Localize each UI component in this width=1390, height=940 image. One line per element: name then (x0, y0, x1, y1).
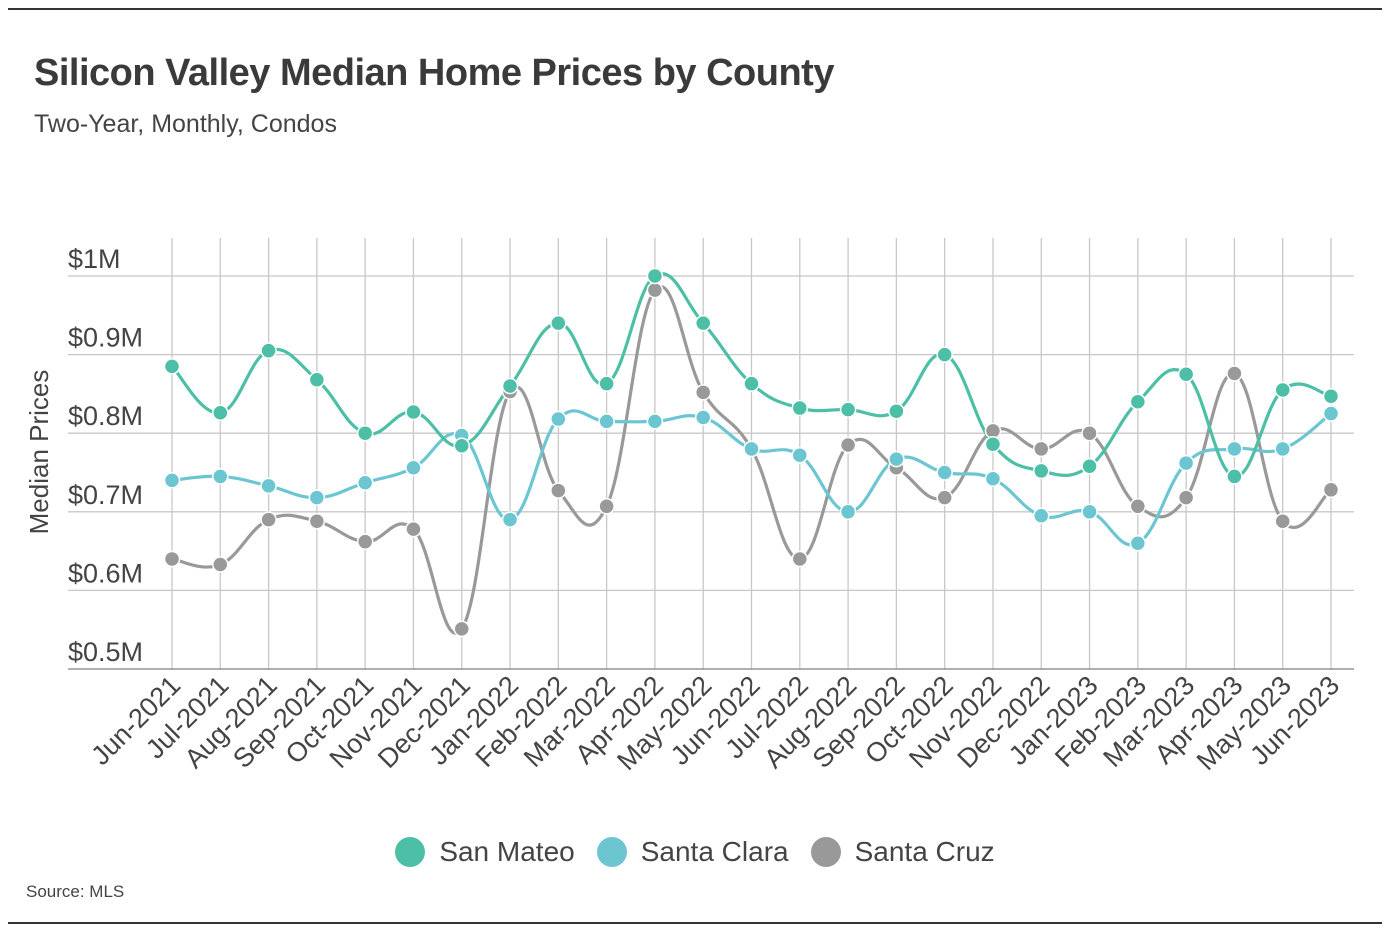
data-point-san-mateo (1322, 388, 1340, 405)
data-point-san-mateo (839, 401, 857, 418)
legend-item-santa-clara[interactable]: Santa Clara (596, 836, 789, 868)
data-point-santa-clara (888, 450, 905, 468)
y-axis-ticks: $0.5M $0.6M $0.7M $0.8M $0.9M $1M (68, 244, 143, 667)
data-point-san-mateo (405, 403, 422, 421)
data-point-santa-clara (598, 413, 615, 430)
data-point-san-mateo (453, 437, 470, 455)
data-point-santa-cruz (646, 281, 664, 299)
data-point-santa-cruz (936, 489, 953, 506)
data-point-santa-clara (936, 464, 953, 481)
top-rule (8, 8, 1382, 10)
y-tick-label: $0.9M (68, 323, 143, 353)
data-point-santa-cruz (308, 512, 326, 530)
data-point-san-mateo (308, 371, 326, 389)
legend-marker-icon (395, 837, 426, 867)
data-point-san-mateo (888, 402, 905, 420)
data-point-santa-cruz (791, 550, 809, 568)
data-point-santa-clara (646, 413, 664, 430)
chart-title: Silicon Valley Median Home Prices by Cou… (34, 52, 834, 94)
legend-item-santa-cruz[interactable]: Santa Cruz (810, 836, 995, 868)
data-point-santa-cruz (1129, 498, 1147, 515)
legend-marker-icon (810, 837, 841, 867)
data-point-santa-cruz (550, 482, 567, 499)
data-point-san-mateo (743, 375, 760, 392)
data-point-santa-clara (356, 474, 374, 491)
data-point-santa-clara (743, 440, 760, 458)
data-point-santa-clara (839, 503, 857, 521)
legend-label: San Mateo (439, 836, 575, 867)
data-point-santa-cruz (1081, 424, 1098, 442)
y-tick-label: $0.6M (68, 558, 143, 588)
data-point-santa-cruz (405, 520, 422, 538)
data-point-santa-clara (163, 472, 181, 489)
data-point-san-mateo (1177, 366, 1195, 383)
data-point-santa-cruz (839, 436, 857, 454)
chart-subtitle: Two-Year, Monthly, Condos (34, 110, 337, 138)
data-point-san-mateo (791, 399, 809, 417)
gridlines (68, 238, 1354, 670)
data-point-san-mateo (163, 358, 181, 375)
data-point-san-mateo (694, 314, 712, 332)
data-point-santa-clara (550, 410, 567, 428)
data-point-santa-cruz (1274, 512, 1291, 530)
data-point-santa-cruz (694, 384, 712, 401)
data-point-san-mateo (212, 404, 229, 422)
data-point-santa-clara (405, 459, 422, 477)
y-axis-label: Median Prices (24, 370, 54, 535)
x-axis-ticks: Jun-2021Jul-2021Aug-2021Sep-2021Oct-2021… (85, 670, 1345, 776)
legend-label: Santa Clara (640, 836, 789, 867)
data-point-santa-clara (1274, 440, 1291, 458)
legend-marker-icon (596, 837, 627, 867)
data-point-santa-cruz (598, 498, 615, 515)
data-point-san-mateo (1274, 381, 1291, 399)
data-point-san-mateo (550, 314, 567, 332)
data-point-san-mateo (356, 424, 374, 442)
data-point-santa-clara (984, 470, 1002, 488)
data-point-santa-cruz (163, 550, 181, 568)
data-point-santa-cruz (356, 533, 374, 550)
data-point-san-mateo (260, 342, 277, 359)
data-point-santa-clara (1033, 507, 1050, 524)
data-point-san-mateo (1226, 468, 1243, 485)
legend-item-san-mateo[interactable]: San Mateo (395, 836, 575, 868)
series-points (163, 267, 1340, 638)
data-point-santa-cruz (453, 620, 470, 638)
data-point-santa-clara (308, 489, 326, 506)
data-point-santa-clara (501, 511, 519, 528)
data-point-san-mateo (984, 435, 1002, 453)
data-point-santa-clara (260, 477, 277, 495)
data-point-santa-clara (1081, 503, 1098, 521)
data-point-santa-clara (1177, 454, 1195, 472)
data-point-santa-cruz (1322, 481, 1340, 499)
source-note: Source: MLS (26, 882, 125, 901)
data-point-san-mateo (936, 346, 953, 363)
data-point-san-mateo (501, 377, 519, 395)
data-point-santa-cruz (1033, 440, 1050, 458)
data-point-santa-cruz (1177, 489, 1195, 506)
data-point-san-mateo (1129, 393, 1147, 411)
data-point-santa-clara (212, 468, 229, 485)
data-point-santa-cruz (260, 511, 277, 528)
y-tick-label: $0.7M (68, 480, 143, 510)
y-tick-label: $1M (68, 244, 121, 274)
bottom-rule (8, 922, 1382, 924)
y-tick-label: $0.5M (68, 637, 143, 667)
data-point-santa-cruz (212, 556, 229, 573)
data-point-san-mateo (598, 375, 615, 392)
legend: San Mateo Santa Clara Santa Cruz (0, 836, 1390, 868)
data-point-santa-cruz (1226, 365, 1243, 382)
data-point-santa-clara (694, 409, 712, 426)
data-point-san-mateo (1033, 462, 1050, 480)
data-point-san-mateo (1081, 457, 1098, 475)
y-tick-label: $0.8M (68, 401, 143, 431)
data-point-santa-clara (791, 446, 809, 464)
legend-label: Santa Cruz (854, 836, 995, 867)
data-point-santa-clara (1322, 405, 1340, 422)
data-point-santa-clara (1226, 440, 1243, 458)
data-point-santa-clara (1129, 534, 1147, 552)
data-point-san-mateo (646, 267, 664, 285)
